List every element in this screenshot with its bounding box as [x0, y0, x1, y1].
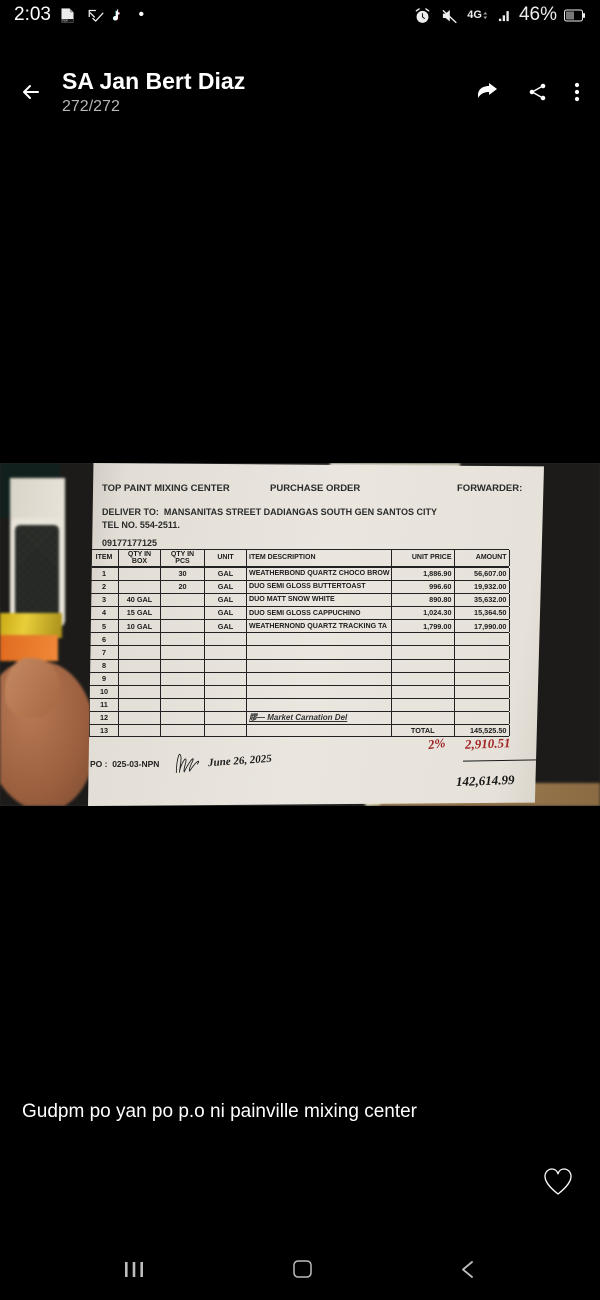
svg-text:PDF: PDF	[63, 18, 69, 22]
